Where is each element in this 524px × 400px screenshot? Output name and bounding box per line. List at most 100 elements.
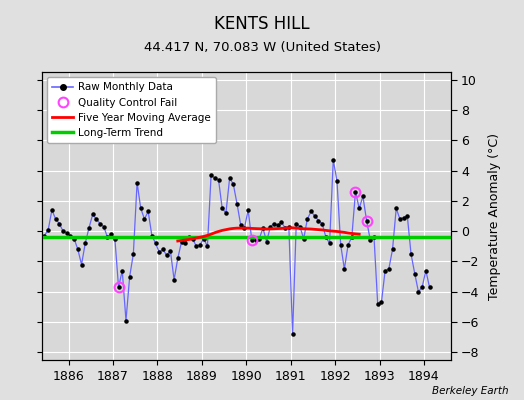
Point <box>377 299 386 306</box>
Point <box>270 220 278 227</box>
Point <box>392 205 400 212</box>
Point <box>55 220 63 227</box>
Point <box>277 219 286 225</box>
Point <box>107 231 115 237</box>
Point <box>81 240 90 246</box>
Point <box>336 242 345 248</box>
Point <box>347 234 356 240</box>
Point <box>166 248 174 254</box>
Point <box>370 234 378 240</box>
Point <box>59 228 67 234</box>
Point <box>281 225 289 231</box>
Text: Berkeley Earth: Berkeley Earth <box>432 386 508 396</box>
Point <box>381 267 389 274</box>
Point <box>307 208 315 215</box>
Point <box>366 237 375 244</box>
Legend: Raw Monthly Data, Quality Control Fail, Five Year Moving Average, Long-Term Tren: Raw Monthly Data, Quality Control Fail, … <box>47 77 216 143</box>
Point <box>296 224 304 230</box>
Point <box>285 224 293 230</box>
Point <box>207 172 215 178</box>
Point <box>259 225 267 231</box>
Point <box>133 180 141 186</box>
Point <box>214 176 223 183</box>
Point <box>62 230 71 236</box>
Y-axis label: Temperature Anomaly (°C): Temperature Anomaly (°C) <box>488 132 501 300</box>
Point <box>322 234 330 240</box>
Point <box>184 234 193 240</box>
Point <box>388 246 397 252</box>
Point <box>218 205 226 212</box>
Point <box>222 210 230 216</box>
Point <box>111 236 119 242</box>
Point <box>74 246 82 252</box>
Point <box>325 240 334 246</box>
Point <box>240 225 248 231</box>
Point <box>144 208 152 215</box>
Point <box>51 216 60 222</box>
Point <box>410 270 419 277</box>
Point <box>233 201 241 207</box>
Point <box>396 216 404 222</box>
Point <box>159 246 167 252</box>
Point <box>355 205 364 212</box>
Point <box>300 236 308 242</box>
Point <box>100 224 108 230</box>
Point <box>344 242 352 248</box>
Point <box>192 243 201 250</box>
Point <box>78 261 86 268</box>
Point <box>351 188 359 195</box>
Point <box>177 238 185 245</box>
Point <box>70 236 78 242</box>
Point <box>103 234 112 240</box>
Point <box>422 267 430 274</box>
Point <box>292 220 300 227</box>
Point <box>155 249 163 256</box>
Point <box>151 240 160 246</box>
Point <box>414 288 423 295</box>
Point <box>137 205 145 212</box>
Point <box>129 251 137 257</box>
Point <box>140 216 149 222</box>
Point <box>314 217 323 224</box>
Point <box>225 175 234 181</box>
Point <box>363 217 371 224</box>
Point <box>148 232 156 239</box>
Point <box>203 243 212 250</box>
Point <box>244 207 253 213</box>
Point <box>66 232 74 239</box>
Point <box>403 213 411 219</box>
Point <box>329 157 337 163</box>
Point <box>44 226 52 233</box>
Point <box>399 214 408 221</box>
Point <box>274 222 282 228</box>
Point <box>170 276 178 283</box>
Point <box>118 267 126 274</box>
Point <box>114 284 123 290</box>
Point <box>122 317 130 324</box>
Point <box>162 252 171 259</box>
Point <box>266 224 275 230</box>
Point <box>40 232 49 239</box>
Point <box>425 284 434 290</box>
Point <box>189 236 197 242</box>
Point <box>311 213 319 219</box>
Point <box>181 240 189 246</box>
Point <box>85 225 93 231</box>
Point <box>236 222 245 228</box>
Point <box>125 274 134 280</box>
Point <box>374 301 382 307</box>
Text: 44.417 N, 70.083 W (United States): 44.417 N, 70.083 W (United States) <box>144 42 380 54</box>
Point <box>229 181 237 187</box>
Point <box>333 178 341 184</box>
Point <box>211 175 219 181</box>
Point <box>288 331 297 338</box>
Point <box>252 237 260 244</box>
Point <box>89 211 97 218</box>
Point <box>200 236 208 242</box>
Point <box>359 193 367 200</box>
Point <box>318 220 326 227</box>
Point <box>418 284 427 290</box>
Point <box>92 216 101 222</box>
Point <box>407 251 415 257</box>
Point <box>263 238 271 245</box>
